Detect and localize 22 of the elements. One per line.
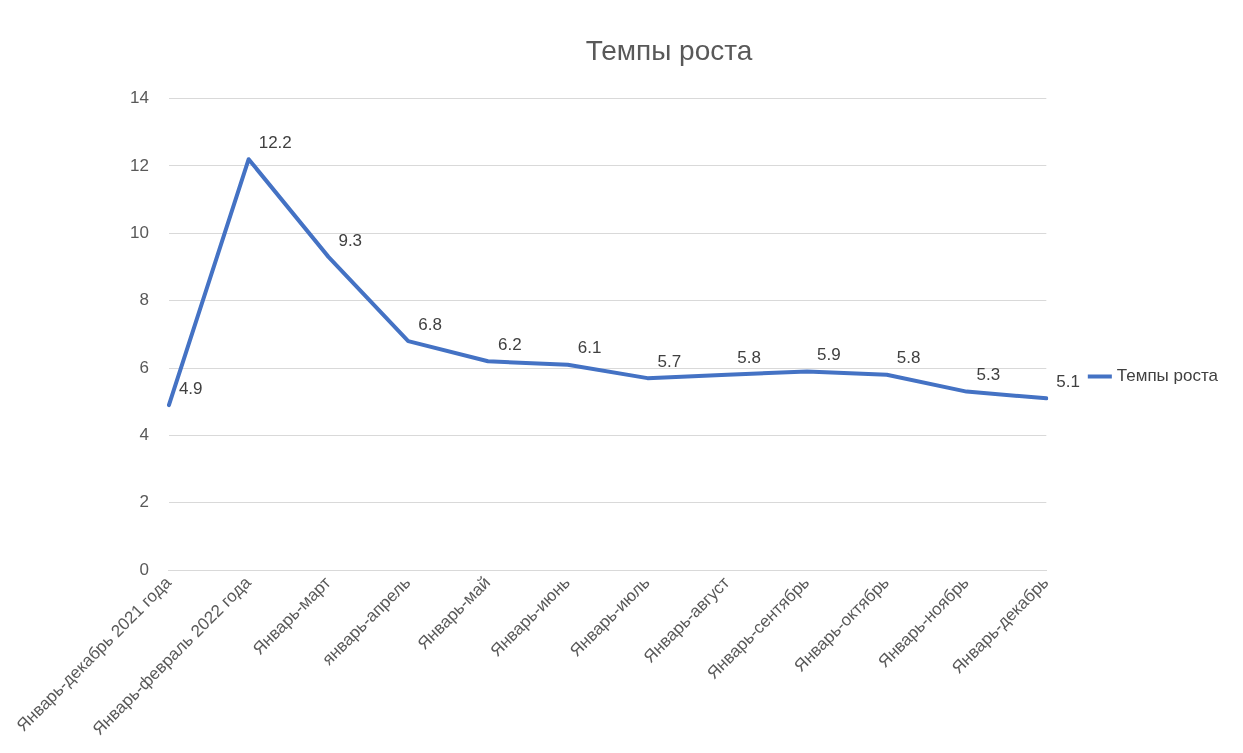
data-label: 12.2 [258,132,292,152]
data-label: 6.8 [418,314,442,334]
data-label: 9.3 [338,230,363,250]
data-label: 5.3 [976,365,1001,385]
y-tick-label: 6 [139,357,149,377]
data-label: 5.1 [1056,372,1080,392]
y-tick-label: 2 [139,492,149,512]
data-label: 6.2 [497,334,522,354]
data-label: 4.9 [178,378,203,398]
data-label: 5.8 [737,348,761,368]
legend-label: Темпы роста [1116,366,1219,386]
y-tick-label: 10 [129,223,149,242]
y-tick-label: 12 [129,155,149,175]
y-tick-label: 4 [139,425,149,445]
data-label: 5.7 [657,351,682,371]
chart-title: Темпы роста [585,34,753,66]
data-label: 5.9 [817,345,841,365]
y-tick-label: 0 [139,559,149,579]
data-label: 6.1 [577,338,602,358]
y-tick-label: 14 [129,88,149,108]
y-tick-label: 8 [139,290,149,310]
data-label: 5.8 [896,348,921,368]
